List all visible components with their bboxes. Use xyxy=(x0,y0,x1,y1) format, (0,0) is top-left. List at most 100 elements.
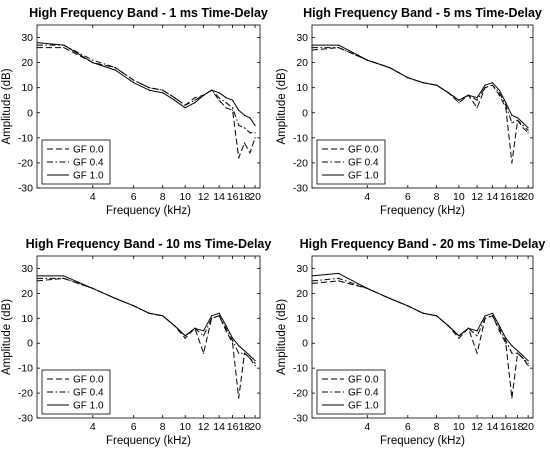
legend-label: GF 0.0 xyxy=(348,145,379,156)
data-point xyxy=(225,325,227,327)
data-point xyxy=(194,327,196,329)
data-point xyxy=(505,104,507,106)
chart-title: High Frequency Band - 20 ms Time-Delay xyxy=(300,237,546,251)
x-tick-label: 6 xyxy=(131,191,137,203)
legend-label: GF 1.0 xyxy=(348,171,379,182)
data-point xyxy=(476,97,478,99)
data-point xyxy=(36,46,38,49)
legend-label: GF 0.4 xyxy=(348,158,379,169)
y-tick-label: -10 xyxy=(18,132,33,144)
data-point xyxy=(238,109,240,111)
data-point xyxy=(511,345,513,347)
data-point xyxy=(498,327,500,329)
x-tick-label: 8 xyxy=(160,421,166,433)
data-point xyxy=(133,82,135,84)
data-point xyxy=(133,305,135,307)
x-tick-label: 16 xyxy=(227,191,239,203)
data-point xyxy=(505,337,507,339)
legend-label: GF 0.4 xyxy=(73,158,104,169)
y-tick-label: 20 xyxy=(296,57,308,69)
data-point xyxy=(231,99,234,101)
data-point xyxy=(476,99,478,101)
data-point xyxy=(114,67,116,69)
data-point xyxy=(231,340,234,342)
data-point xyxy=(243,350,246,352)
data-point xyxy=(225,97,227,99)
data-point xyxy=(484,317,486,319)
data-point xyxy=(162,89,164,91)
data-point xyxy=(218,99,220,101)
data-point xyxy=(254,360,256,362)
y-tick-label: 30 xyxy=(21,263,33,275)
data-point xyxy=(92,287,94,289)
y-axis-label: Amplitude (dB) xyxy=(1,68,13,144)
data-point xyxy=(218,312,220,314)
data-point xyxy=(211,89,213,91)
y-axis-label: Amplitude (dB) xyxy=(276,68,288,144)
chart-title: High Frequency Band - 5 ms Time-Delay xyxy=(303,6,542,20)
legend: GF 0.0 GF 0.4 GF 1.0 xyxy=(41,139,111,185)
data-point xyxy=(458,99,460,101)
data-point xyxy=(484,87,486,89)
data-point xyxy=(202,352,205,354)
data-point xyxy=(148,87,150,89)
data-point xyxy=(238,397,240,399)
plot-area xyxy=(36,24,261,189)
data-point xyxy=(458,337,460,339)
data-point xyxy=(231,337,234,339)
legend-label: GF 0.0 xyxy=(348,375,379,386)
y-tick-label: -10 xyxy=(293,363,308,375)
x-tick-label: 4 xyxy=(364,191,370,203)
x-tick-label: 20 xyxy=(249,421,261,433)
data-point xyxy=(243,127,246,129)
data-point xyxy=(422,312,424,314)
data-point xyxy=(225,327,227,329)
y-tick-label: -30 xyxy=(18,413,33,425)
legend: GF 0.0 GF 0.4 GF 1.0 xyxy=(316,139,386,185)
data-point xyxy=(311,44,313,46)
data-point xyxy=(63,44,65,46)
y-tick-label: 20 xyxy=(21,57,33,69)
data-point xyxy=(511,352,513,354)
data-point xyxy=(498,89,500,91)
data-point xyxy=(238,352,240,354)
data-point xyxy=(337,277,340,280)
data-point xyxy=(467,94,469,96)
data-point xyxy=(194,102,196,104)
data-point xyxy=(194,97,196,99)
plot-area xyxy=(311,24,534,189)
data-point xyxy=(476,352,478,354)
data-point xyxy=(527,127,529,129)
series-line-gf-0-4 xyxy=(37,277,256,364)
data-point xyxy=(366,59,368,61)
legend-label: GF 0.0 xyxy=(73,145,104,156)
x-tick-label: 18 xyxy=(512,421,524,433)
data-point xyxy=(238,157,240,159)
y-tick-label: 0 xyxy=(27,107,33,119)
data-point xyxy=(249,357,251,359)
y-tick-label: 30 xyxy=(296,32,308,44)
data-point xyxy=(211,315,213,317)
data-point xyxy=(422,82,424,84)
data-point xyxy=(311,275,313,277)
data-point xyxy=(148,89,150,91)
data-point xyxy=(447,92,449,94)
x-tick-label: 14 xyxy=(213,191,225,203)
y-tick-label: 20 xyxy=(21,288,33,300)
y-tick-label: -10 xyxy=(18,363,33,375)
data-point xyxy=(447,325,449,327)
y-tick-label: -20 xyxy=(18,157,33,169)
data-point xyxy=(516,117,519,119)
x-tick-label: 6 xyxy=(405,421,411,433)
data-point xyxy=(522,124,524,126)
data-point xyxy=(498,330,500,332)
data-point xyxy=(337,46,340,49)
x-tick-label: 20 xyxy=(522,191,534,203)
legend-box xyxy=(316,139,386,185)
data-point xyxy=(522,127,524,129)
x-tick-label: 18 xyxy=(239,421,251,433)
data-point xyxy=(243,352,246,354)
data-point xyxy=(435,84,438,86)
y-tick-label: -30 xyxy=(293,413,308,425)
x-tick-label: 6 xyxy=(131,421,137,433)
